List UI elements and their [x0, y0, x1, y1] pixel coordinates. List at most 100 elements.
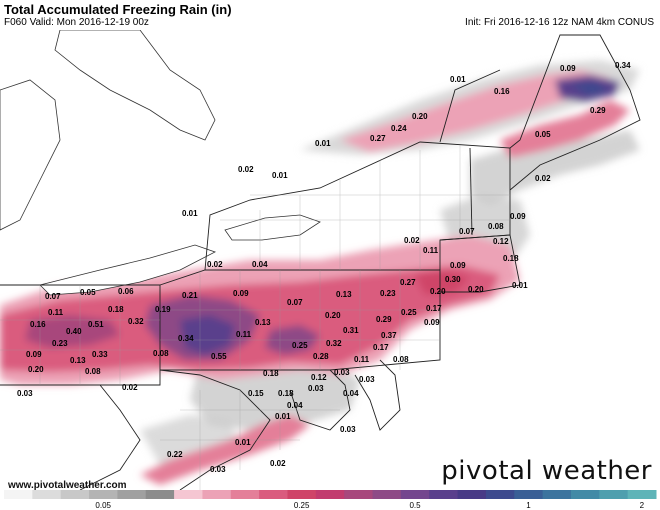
value-label: 0.40 [66, 327, 82, 336]
init-time: Init: Fri 2016-12-16 12z NAM 4km CONUS [465, 17, 654, 28]
color-scale-tick-label: 1 [526, 501, 531, 510]
color-swatch [344, 490, 374, 499]
value-label: 0.07 [45, 292, 61, 301]
value-label: 0.23 [52, 339, 68, 348]
value-label: 0.18 [278, 389, 294, 398]
value-label: 0.03 [308, 384, 324, 393]
color-swatch [599, 490, 629, 499]
value-label: 0.08 [85, 367, 101, 376]
value-label: 0.28 [313, 352, 329, 361]
value-label: 0.29 [590, 106, 606, 115]
value-label: 0.16 [30, 320, 46, 329]
value-label: 0.29 [376, 315, 392, 324]
value-label: 0.37 [381, 331, 397, 340]
color-swatch [372, 490, 402, 499]
color-scale-tick-label: 0.25 [294, 501, 310, 510]
value-label: 0.01 [512, 281, 528, 290]
value-label: 0.20 [412, 112, 428, 121]
value-label: 0.31 [343, 326, 359, 335]
value-label: 0.05 [80, 288, 96, 297]
value-label: 0.04 [252, 260, 268, 269]
value-label: 0.17 [426, 304, 442, 313]
value-label: 0.02 [207, 260, 223, 269]
lake-huron-region [54, 30, 216, 141]
value-label: 0.12 [311, 373, 327, 382]
value-label: 0.09 [450, 261, 466, 270]
value-label: 0.04 [287, 401, 303, 410]
color-swatch [570, 490, 600, 499]
value-label: 0.02 [270, 459, 286, 468]
value-label: 0.02 [535, 174, 551, 183]
lake-michigan-region [0, 79, 61, 231]
value-label: 0.01 [235, 438, 251, 447]
value-label: 0.22 [167, 450, 183, 459]
lake-erie [39, 244, 217, 296]
color-swatch [315, 490, 345, 499]
color-swatch [4, 490, 33, 499]
value-label: 0.17 [373, 343, 389, 352]
value-label: 0.33 [92, 350, 108, 359]
color-swatch [230, 490, 260, 499]
map-title: Total Accumulated Freezing Rain (in) [4, 2, 232, 17]
website-credit: www.pivotalweather.com [8, 480, 127, 491]
value-label: 0.27 [370, 134, 386, 143]
water-bodies [0, 30, 321, 296]
color-swatch [202, 490, 232, 499]
color-swatch [457, 490, 487, 499]
value-label: 0.11 [48, 308, 64, 317]
value-label: 0.03 [17, 389, 33, 398]
color-scale-tick-label: 2 [640, 501, 645, 510]
value-label: 0.30 [445, 275, 461, 284]
value-label: 0.34 [178, 334, 194, 343]
precipitation-map: 0.34 0.09 0.01 0.16 0.29 0.20 0.24 0.05 0.27 0.01… [0, 30, 641, 490]
value-label: 0.34 [615, 61, 631, 70]
value-label: 0.27 [400, 278, 416, 287]
value-label: 0.32 [326, 339, 342, 348]
value-label: 0.09 [560, 64, 576, 73]
color-swatch [429, 490, 459, 499]
color-scale-ticks: 0.05 0.25 0.5 1 2 [95, 501, 644, 510]
value-label: 0.05 [535, 130, 551, 139]
color-scale-tick-label: 0.5 [409, 501, 421, 510]
value-label: 0.06 [118, 287, 134, 296]
color-swatch [117, 490, 147, 499]
value-label: 0.25 [401, 308, 417, 317]
value-label: 0.03 [359, 375, 375, 384]
color-swatch [259, 490, 288, 499]
county-lines [0, 145, 510, 490]
value-label: 0.07 [459, 227, 475, 236]
valid-time: F060 Valid: Mon 2016-12-19 00z [4, 17, 149, 28]
value-label: 0.09 [233, 289, 249, 298]
value-label: 0.01 [450, 75, 466, 84]
value-label: 0.15 [248, 389, 264, 398]
value-label: 0.09 [424, 318, 440, 327]
color-scale-bar: 0.05 0.25 0.5 1 2 [4, 490, 657, 510]
value-label: 0.19 [155, 305, 171, 314]
color-swatch [400, 490, 430, 499]
value-label: 0.11 [423, 246, 439, 255]
value-label: 0.01 [272, 171, 288, 180]
value-label: 0.16 [494, 87, 510, 96]
value-label: 0.51 [88, 320, 104, 329]
value-label: 0.11 [236, 330, 252, 339]
value-label: 0.09 [510, 212, 526, 221]
color-swatch [514, 490, 544, 499]
color-swatch [60, 490, 90, 499]
value-label: 0.20 [28, 365, 44, 374]
color-swatch [542, 490, 572, 499]
color-swatch [627, 490, 657, 499]
value-label: 0.20 [430, 287, 446, 296]
value-label: 0.08 [153, 349, 169, 358]
color-swatch [32, 490, 62, 499]
brand-logo: pivotal weather [441, 456, 652, 486]
value-label: 0.04 [343, 389, 359, 398]
lake-ontario [224, 214, 321, 241]
color-swatch [485, 490, 515, 499]
value-label: 0.21 [182, 291, 198, 300]
value-label: 0.03 [210, 465, 226, 474]
value-label: 0.08 [393, 355, 409, 364]
value-label: 0.03 [340, 425, 356, 434]
value-label: 0.32 [128, 317, 144, 326]
value-label: 0.18 [108, 305, 124, 314]
color-scale-swatches [4, 490, 657, 499]
